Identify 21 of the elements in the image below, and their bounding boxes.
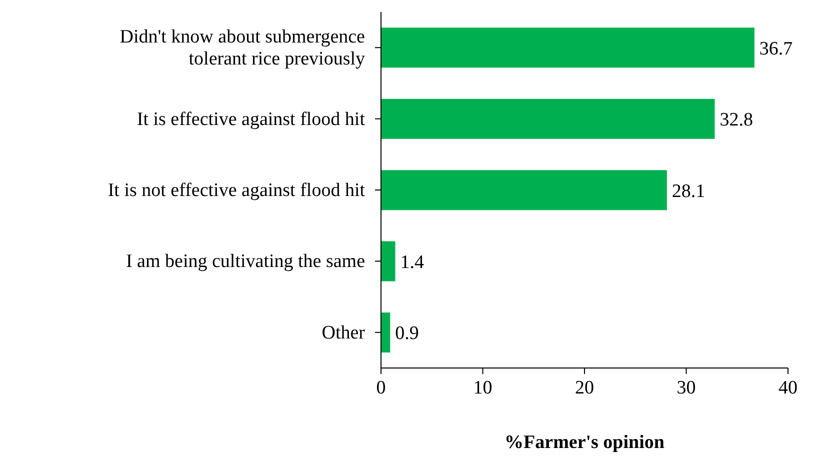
x-tick-label: 0	[376, 377, 386, 398]
bar	[381, 28, 754, 68]
y-tick-label: I am being cultivating the same	[126, 250, 365, 272]
x-tick-label: 40	[778, 377, 798, 398]
data-label: 32.8	[720, 110, 753, 131]
x-axis-title: %Farmer's opinion	[504, 432, 665, 453]
bar	[381, 98, 715, 139]
y-tick-label: Didn't know about submergence tolerant rice previously	[120, 26, 366, 70]
data-label: 1.4	[400, 252, 424, 274]
bar	[381, 312, 390, 352]
bar	[381, 170, 667, 210]
bar	[381, 241, 396, 282]
x-tick-label: 10	[473, 377, 492, 398]
data-label: 36.7	[759, 38, 793, 60]
y-tick-label: It is not effective against flood hit	[108, 180, 366, 200]
y-tick-label: Other	[322, 322, 366, 343]
data-label: 0.9	[395, 323, 419, 344]
x-tick-label: 30	[676, 377, 696, 398]
x-tick-label: 20	[575, 377, 594, 398]
data-label: 28.1	[672, 180, 706, 202]
y-tick-label: It is effective against flood hit	[136, 108, 366, 130]
